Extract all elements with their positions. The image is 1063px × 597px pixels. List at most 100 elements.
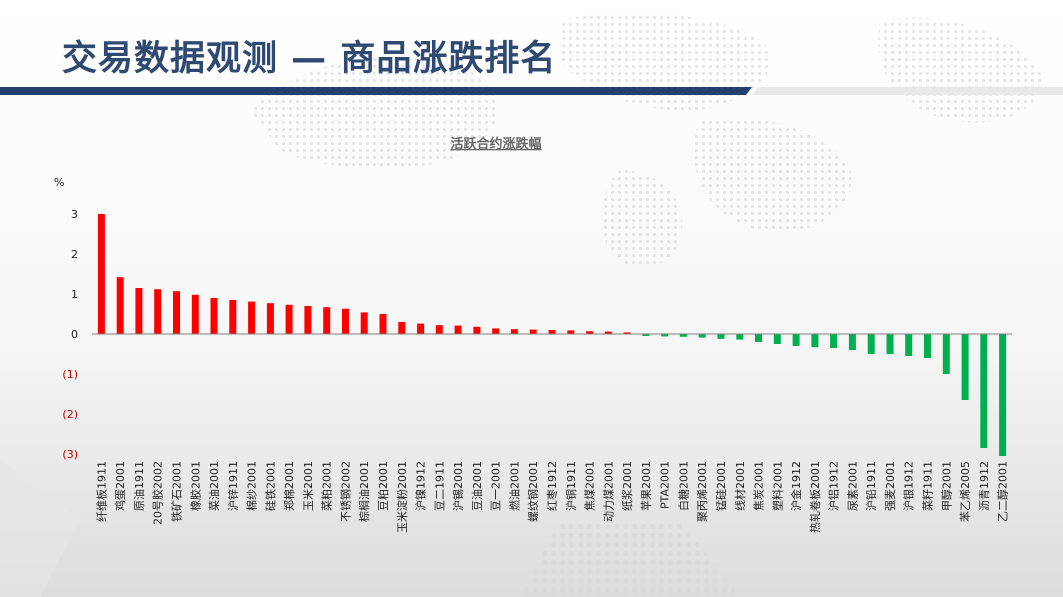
y-tick-label: (1)	[62, 368, 78, 381]
x-tick-label: 鸡蛋2001	[113, 461, 127, 511]
bar	[173, 291, 180, 334]
x-tick-label: 乙二醇2001	[996, 461, 1010, 522]
bar	[661, 334, 669, 337]
x-tick-label: 苯乙烯2005	[958, 461, 972, 522]
bar	[623, 332, 631, 334]
bar	[379, 314, 387, 334]
x-tick-label: 焦煤2001	[584, 461, 597, 511]
bar	[97, 214, 105, 334]
x-axis: 纤维板1911 鸡蛋2001 原油1911 20号胶2002 铁矿石2001 橡胶2001…	[94, 461, 1009, 533]
bar	[792, 334, 800, 346]
x-tick-label: 沪铅1911	[864, 461, 878, 511]
x-tick-label: 豆粕2001	[376, 461, 390, 511]
bar	[679, 334, 687, 337]
bar	[116, 277, 124, 334]
bar	[454, 325, 462, 334]
y-tick-label: (2)	[62, 408, 78, 421]
x-tick-label: 甲醇2001	[939, 461, 953, 511]
bar	[229, 300, 237, 334]
bar	[473, 326, 481, 334]
x-tick-label: 豆二1911	[433, 461, 446, 511]
bar	[867, 334, 875, 354]
x-tick-label: 原油1911	[132, 461, 146, 511]
x-tick-label: 白糖2001	[676, 461, 690, 511]
chart-title: 活跃合约涨跌幅	[450, 136, 541, 152]
x-tick-label: 铁矿石2001	[171, 461, 184, 522]
x-tick-label: 燃油2001	[507, 461, 521, 511]
bar	[848, 334, 856, 350]
x-tick-label: 纸浆2001	[620, 461, 634, 511]
bar	[980, 334, 988, 448]
bar	[323, 307, 331, 334]
bar	[905, 334, 913, 356]
x-tick-label: 沪镍1912	[414, 461, 428, 511]
x-tick-label: 菜粕2001	[320, 461, 334, 511]
x-tick-label: 棉纱2001	[245, 461, 259, 511]
bar	[398, 322, 406, 334]
bar	[248, 301, 256, 334]
x-tick-label: 沪铝1912	[827, 461, 841, 511]
x-tick-label: 苹果2001	[639, 461, 653, 511]
x-tick-label: 沪锌1911	[226, 461, 240, 511]
x-tick-label: 棕榈油2001	[357, 461, 371, 522]
bar	[529, 329, 537, 334]
x-tick-label: PTA2001	[659, 461, 672, 509]
bar	[717, 334, 725, 339]
x-tick-label: 橡胶2001	[188, 461, 202, 511]
bar	[266, 303, 274, 334]
bar	[642, 334, 650, 336]
x-tick-label: 强麦2001	[884, 461, 897, 511]
bar	[924, 334, 931, 358]
bar	[210, 298, 218, 334]
bar	[417, 323, 425, 334]
bar	[811, 334, 819, 348]
bar	[285, 304, 293, 334]
x-tick-label: 沪铜1911	[564, 461, 578, 511]
x-tick-label: 沪锡2001	[451, 461, 465, 511]
title-underline-bar	[0, 87, 1063, 95]
x-tick-label: 动力煤2001	[602, 461, 615, 522]
bar	[698, 334, 706, 338]
bar	[999, 334, 1007, 456]
x-tick-label: 豆油2001	[470, 461, 484, 511]
x-tick-label: 纤维板1911	[94, 461, 108, 522]
bar	[304, 306, 312, 334]
y-tick-label: 1	[71, 288, 78, 301]
x-tick-label: 不锈钢2002	[340, 461, 353, 522]
bar	[773, 334, 781, 344]
bar-series	[97, 214, 1007, 456]
x-tick-label: 尿素2001	[846, 461, 859, 511]
bar	[586, 331, 594, 334]
bar	[510, 329, 518, 334]
y-axis-unit-label: %	[54, 176, 64, 189]
x-tick-label: 沥青1912	[978, 461, 991, 511]
x-tick-label: 郑棉2001	[282, 461, 296, 511]
x-tick-label: 热轧卷板2001	[808, 461, 822, 533]
x-tick-label: 豆一2001	[490, 461, 503, 511]
bar	[736, 334, 744, 340]
x-tick-label: 锰硅2001	[714, 461, 728, 511]
bar	[567, 330, 575, 334]
x-tick-label: 菜油2001	[207, 461, 221, 511]
bar	[961, 334, 969, 400]
bar	[154, 289, 162, 334]
x-tick-label: 菜籽1911	[922, 461, 935, 511]
x-tick-label: 玉米淀粉2001	[395, 461, 409, 533]
x-tick-label: 焦炭2001	[753, 461, 766, 511]
bar	[342, 308, 349, 334]
x-tick-label: 红枣1912	[546, 461, 559, 511]
bar	[135, 288, 143, 334]
bar	[548, 330, 556, 334]
x-tick-label: 沪金1912	[789, 461, 803, 511]
bar	[830, 334, 838, 348]
x-tick-label: 聚丙烯2001	[696, 461, 709, 522]
x-tick-label: 塑料2001	[770, 461, 784, 511]
x-tick-label: 沪银1912	[902, 461, 916, 511]
page-title: 交易数据观测 — 商品涨跌排名	[62, 39, 557, 79]
y-tick-label: 0	[71, 328, 78, 341]
y-tick-label: (3)	[62, 448, 78, 461]
x-tick-label: 玉米2001	[302, 461, 315, 511]
bar	[755, 334, 762, 342]
